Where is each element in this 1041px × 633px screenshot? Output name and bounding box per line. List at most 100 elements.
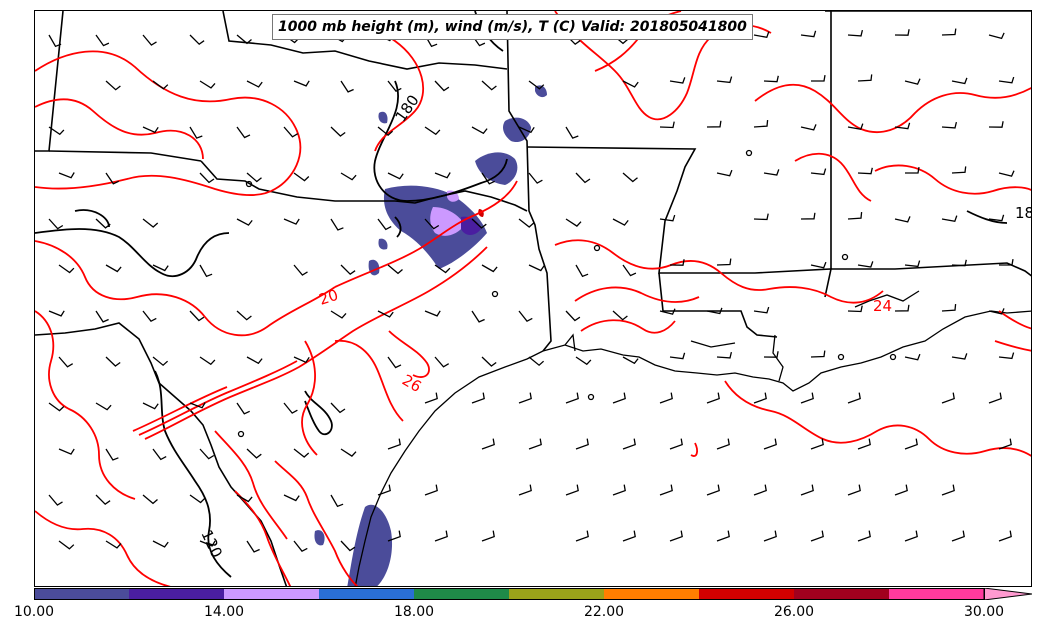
wind-barb bbox=[847, 305, 863, 313]
wind-barb bbox=[377, 484, 391, 496]
wind-barb bbox=[142, 402, 159, 410]
wind-barb bbox=[810, 261, 827, 269]
wind-barb bbox=[612, 310, 628, 321]
wind-barb bbox=[988, 121, 1004, 128]
wind-barb bbox=[904, 78, 921, 85]
wind-barb bbox=[95, 494, 111, 506]
height-label-18: 18 bbox=[1015, 204, 1032, 222]
calm-wind-markers bbox=[237, 149, 897, 438]
wind-barb bbox=[659, 121, 675, 129]
wind-barb bbox=[716, 530, 730, 542]
wind-barb bbox=[612, 218, 629, 226]
wind-barb bbox=[189, 34, 205, 46]
wind-barb bbox=[528, 264, 545, 272]
wind-barb bbox=[622, 172, 638, 183]
wind-barb bbox=[246, 448, 262, 459]
wind-barb bbox=[988, 308, 1005, 315]
height-label-180: 180 bbox=[392, 92, 423, 126]
map-title: 1000 mb height (m), wind (m/s), T (C) Va… bbox=[272, 14, 753, 40]
wind-barbs bbox=[48, 28, 1015, 553]
wind-barb bbox=[951, 77, 968, 85]
wind-barb bbox=[810, 168, 827, 176]
wind-barb bbox=[142, 34, 157, 46]
wind-barb bbox=[622, 530, 636, 542]
wind-barb bbox=[904, 353, 921, 361]
temp-label-20: 20 bbox=[317, 286, 341, 309]
wind-barb bbox=[999, 258, 1014, 266]
wind-barb bbox=[340, 540, 356, 552]
wind-barb bbox=[622, 80, 639, 88]
wind-barb bbox=[283, 126, 299, 138]
wind-barb bbox=[763, 169, 780, 176]
wind-barb bbox=[48, 34, 62, 48]
wind-barb bbox=[293, 540, 308, 553]
wind-barb bbox=[988, 392, 1002, 404]
wind-barb bbox=[622, 356, 639, 365]
wind-barb bbox=[941, 484, 955, 496]
wind-barb bbox=[434, 172, 451, 179]
wind-barb bbox=[857, 438, 871, 450]
wind-barb bbox=[811, 74, 826, 82]
wind-barb bbox=[246, 356, 263, 365]
wind-barb bbox=[988, 214, 1005, 222]
wind-barb bbox=[330, 310, 347, 319]
wind-barb bbox=[152, 540, 169, 548]
colorbar-label-18: 18.00 bbox=[393, 604, 435, 620]
wind-barb bbox=[387, 438, 401, 450]
wind-barb bbox=[434, 264, 451, 274]
colorbar-label-14: 14.00 bbox=[203, 604, 245, 620]
wind-barb bbox=[800, 484, 814, 496]
wind-barb bbox=[565, 126, 579, 139]
height-label-120: 120 bbox=[197, 527, 225, 561]
wind-barb bbox=[95, 402, 112, 411]
wind-barb bbox=[612, 392, 626, 404]
wind-barb bbox=[753, 120, 769, 128]
wind-barb bbox=[142, 310, 157, 323]
colorbar-label-26: 26.00 bbox=[773, 604, 815, 620]
wind-barb bbox=[105, 356, 121, 367]
wind-barb bbox=[612, 484, 626, 496]
wind-barb bbox=[951, 353, 968, 360]
wind-barb bbox=[283, 494, 300, 502]
wind-barb bbox=[847, 392, 861, 404]
wind-barb bbox=[800, 30, 817, 38]
wind-barb bbox=[763, 351, 779, 358]
wind-barb bbox=[810, 438, 824, 450]
wind-barb bbox=[293, 448, 310, 458]
wind-barb bbox=[669, 77, 686, 84]
wind-barb bbox=[246, 172, 262, 183]
wind-barb bbox=[753, 392, 767, 404]
wind-barb bbox=[518, 126, 535, 134]
wind-barb bbox=[528, 172, 543, 184]
wind-barb bbox=[236, 126, 251, 139]
wind-barb bbox=[199, 172, 215, 184]
wind-barb bbox=[142, 218, 159, 228]
wind-barb bbox=[387, 264, 403, 275]
wind-barb bbox=[847, 123, 864, 131]
wind-barb bbox=[330, 494, 344, 508]
wind-barb bbox=[518, 310, 533, 323]
wind-barb bbox=[105, 540, 122, 549]
wind-barb bbox=[387, 172, 404, 180]
wind-barb bbox=[857, 74, 873, 82]
wind-barb bbox=[800, 212, 816, 220]
wind-barb bbox=[199, 356, 216, 366]
wind-barb bbox=[998, 352, 1015, 360]
wind-barb bbox=[481, 438, 495, 450]
wind-barb bbox=[58, 448, 75, 455]
wind-barb bbox=[152, 264, 169, 272]
wind-barb bbox=[377, 126, 394, 137]
colorbar-segment bbox=[414, 588, 510, 600]
wind-barb bbox=[152, 356, 169, 367]
wind-barb bbox=[669, 530, 683, 542]
wind-barb bbox=[236, 310, 252, 321]
wind-barb bbox=[58, 540, 75, 550]
wind-barb bbox=[152, 448, 167, 461]
wind-barb bbox=[236, 494, 253, 503]
wind-barb bbox=[58, 264, 75, 274]
wind-barb bbox=[246, 80, 263, 88]
colorbar-segment bbox=[319, 588, 415, 600]
wind-barb bbox=[763, 438, 777, 450]
wind-barb bbox=[236, 402, 250, 415]
wind-barb bbox=[471, 218, 487, 229]
